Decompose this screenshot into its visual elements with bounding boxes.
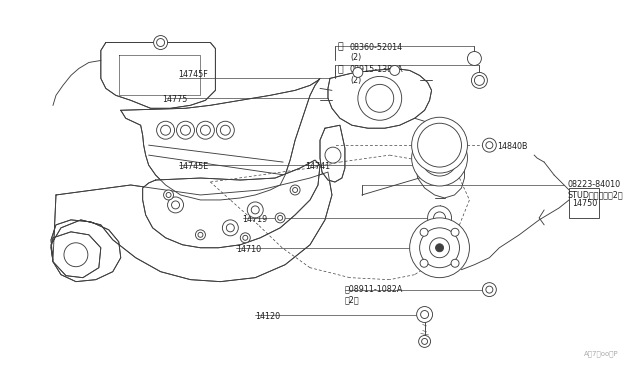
Circle shape <box>353 67 363 77</box>
Circle shape <box>420 228 428 236</box>
Circle shape <box>216 121 234 139</box>
Circle shape <box>390 65 400 76</box>
Circle shape <box>154 36 168 49</box>
Text: 14741: 14741 <box>305 162 330 171</box>
Circle shape <box>157 39 164 46</box>
Text: 14775: 14775 <box>163 95 188 104</box>
Circle shape <box>64 243 88 267</box>
Circle shape <box>157 121 175 139</box>
Text: 14120: 14120 <box>255 311 280 321</box>
Circle shape <box>325 147 341 163</box>
Circle shape <box>177 121 195 139</box>
Polygon shape <box>320 125 345 182</box>
Text: 14840B: 14840B <box>497 142 528 151</box>
Text: 08915-1381A
(2): 08915-1381A (2) <box>350 65 403 85</box>
Text: 08360-52014
(2): 08360-52014 (2) <box>350 42 403 62</box>
Polygon shape <box>51 172 332 282</box>
Polygon shape <box>143 160 320 248</box>
Circle shape <box>436 244 444 252</box>
Text: C: C <box>74 252 78 257</box>
Circle shape <box>358 76 402 120</box>
Circle shape <box>467 51 481 65</box>
Text: 14750: 14750 <box>572 199 597 208</box>
Circle shape <box>195 230 205 240</box>
Text: Ⓥ: Ⓥ <box>338 65 344 74</box>
Polygon shape <box>328 68 431 128</box>
Circle shape <box>164 190 173 200</box>
Circle shape <box>451 259 459 267</box>
Circle shape <box>196 121 214 139</box>
Circle shape <box>412 117 467 173</box>
Circle shape <box>222 220 238 236</box>
Text: 08223-84010
STUDスタッド（2）: 08223-84010 STUDスタッド（2） <box>567 180 623 199</box>
Circle shape <box>275 213 285 223</box>
Circle shape <box>247 202 263 218</box>
Text: Ⓜ: Ⓜ <box>338 42 344 52</box>
Text: 14719: 14719 <box>243 215 268 224</box>
Circle shape <box>168 197 184 213</box>
Circle shape <box>412 130 467 186</box>
Circle shape <box>290 185 300 195</box>
Polygon shape <box>569 188 599 218</box>
Circle shape <box>428 206 451 230</box>
Text: Ⓚ08911-1082A
（2）: Ⓚ08911-1082A （2） <box>345 285 403 304</box>
Circle shape <box>240 233 250 243</box>
Text: 14710: 14710 <box>236 245 261 254</box>
Circle shape <box>451 228 459 236</box>
Circle shape <box>410 218 469 278</box>
Circle shape <box>483 283 497 296</box>
Polygon shape <box>101 42 216 108</box>
Text: 14745E: 14745E <box>179 162 209 171</box>
Text: 14745F: 14745F <box>179 70 208 80</box>
Circle shape <box>417 307 433 323</box>
Polygon shape <box>121 78 320 200</box>
Circle shape <box>472 73 488 89</box>
Text: A・7）oo・P: A・7）oo・P <box>584 351 619 357</box>
Circle shape <box>483 138 497 152</box>
Circle shape <box>419 336 431 347</box>
Polygon shape <box>51 232 101 278</box>
Circle shape <box>420 259 428 267</box>
